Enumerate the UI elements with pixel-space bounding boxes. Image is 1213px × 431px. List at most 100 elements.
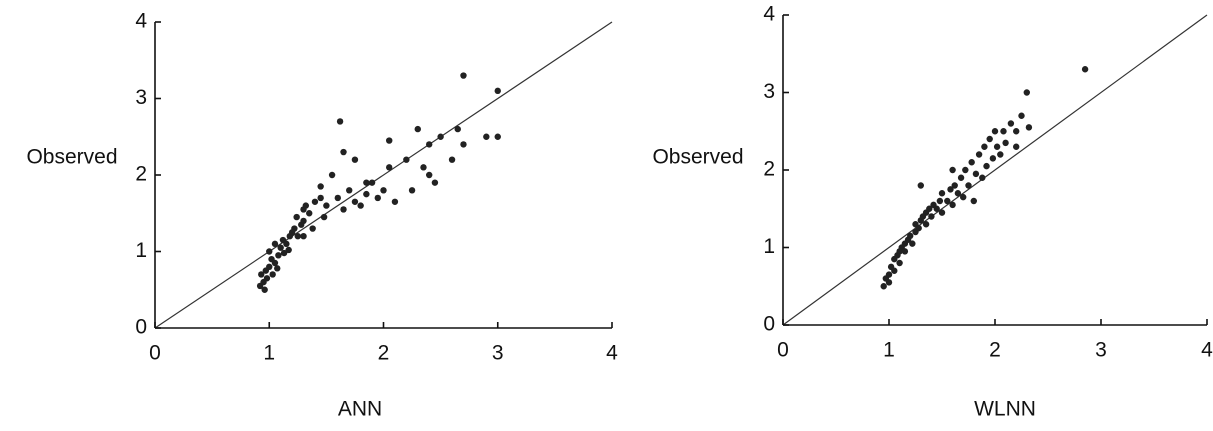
data-point: [271, 240, 279, 248]
data-point: [494, 87, 501, 95]
data-point: [891, 267, 898, 274]
y-axis-label: Observed: [652, 146, 743, 169]
data-point: [293, 213, 300, 221]
reference-line: [782, 14, 1208, 326]
data-point: [962, 166, 969, 174]
data-point: [928, 213, 935, 220]
data-point: [944, 197, 951, 205]
data-point: [300, 233, 307, 240]
data-point: [302, 202, 310, 209]
data-point: [426, 141, 433, 148]
data-point: [915, 224, 922, 232]
data-point: [483, 133, 490, 140]
data-point: [938, 190, 946, 197]
y-tick-label: 0: [763, 313, 775, 336]
data-point: [951, 182, 958, 189]
data-point: [426, 171, 433, 179]
y-tick-label: 4: [763, 3, 775, 26]
data-point: [336, 118, 344, 125]
data-point: [926, 205, 933, 212]
data-point: [275, 252, 282, 259]
data-point: [258, 271, 265, 278]
x-axis-label: WLNN: [974, 398, 1036, 421]
data-point: [997, 151, 1004, 158]
data-point: [408, 187, 416, 194]
data-point: [351, 156, 359, 163]
data-point: [975, 151, 983, 158]
data-point: [320, 213, 328, 221]
data-point: [885, 279, 893, 286]
data-point: [261, 286, 268, 293]
data-point: [266, 248, 273, 255]
y-tick-label: 2: [135, 163, 147, 186]
y-tick-label: 4: [135, 10, 147, 33]
data-point: [933, 205, 940, 212]
data-point: [363, 190, 370, 198]
data-point: [981, 143, 988, 150]
data-point: [280, 249, 288, 257]
data-point: [965, 182, 972, 189]
data-point: [266, 263, 273, 270]
data-point: [957, 174, 965, 181]
data-point: [448, 156, 456, 163]
data-point: [285, 246, 292, 254]
data-point: [294, 233, 302, 240]
data-point: [317, 194, 324, 202]
x-tick-label: 0: [777, 339, 789, 362]
data-point: [309, 225, 316, 232]
data-point: [938, 209, 946, 216]
data-point: [1013, 143, 1020, 150]
data-point: [970, 197, 977, 205]
data-point: [947, 186, 954, 193]
data-point: [991, 128, 999, 135]
data-point: [968, 159, 975, 166]
x-tick-label: 3: [492, 342, 504, 365]
reference-line: [154, 21, 613, 329]
data-point: [1081, 66, 1089, 73]
y-tick-label: 3: [135, 86, 147, 109]
data-point: [936, 197, 944, 205]
data-point: [454, 125, 461, 133]
data-point: [431, 179, 439, 186]
x-tick-label: 3: [1095, 339, 1107, 362]
data-point: [274, 265, 281, 272]
data-point: [391, 198, 399, 205]
data-point: [437, 133, 444, 140]
x-tick-label: 2: [989, 339, 1001, 362]
data-point: [460, 141, 467, 148]
data-point: [1018, 112, 1025, 119]
data-point: [269, 271, 276, 278]
x-tick-label: 2: [378, 342, 390, 365]
data-point: [907, 232, 914, 240]
data-point: [283, 240, 290, 248]
data-point: [896, 259, 903, 267]
data-point: [917, 182, 924, 189]
data-point: [291, 225, 298, 232]
x-tick-label: 1: [883, 339, 895, 362]
data-point: [986, 135, 993, 143]
data-point: [1013, 128, 1020, 135]
data-point: [989, 155, 997, 162]
data-point: [403, 156, 410, 163]
data-point: [949, 201, 956, 209]
data-point: [494, 133, 501, 140]
data-point: [263, 275, 271, 282]
data-point: [363, 179, 370, 186]
data-point: [460, 72, 467, 79]
data-point: [1023, 89, 1030, 96]
data-point: [1000, 128, 1007, 135]
data-point: [271, 259, 279, 267]
y-tick-label: 3: [763, 80, 775, 103]
x-tick-label: 4: [1201, 339, 1213, 362]
data-point: [972, 170, 980, 178]
y-tick-label: 1: [135, 239, 147, 262]
data-point: [1025, 124, 1033, 131]
x-tick-label: 0: [149, 342, 161, 365]
data-point: [306, 210, 313, 217]
data-point: [374, 194, 381, 202]
data-point: [386, 164, 393, 171]
data-point: [340, 206, 347, 213]
data-point: [1007, 120, 1015, 127]
data-point: [340, 148, 347, 156]
